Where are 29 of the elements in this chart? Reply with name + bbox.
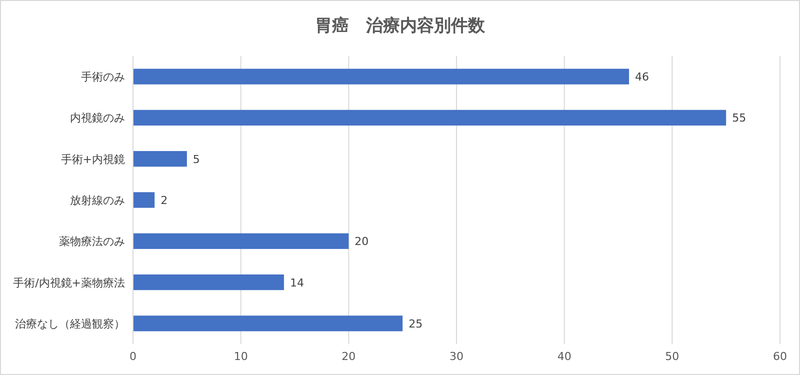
data-label: 2 [160, 194, 168, 207]
bar [133, 316, 403, 332]
x-tick-label: 30 [450, 350, 464, 363]
x-tick-label: 10 [234, 350, 248, 363]
y-tick-label: 放射線のみ [70, 194, 125, 207]
x-tick-label: 0 [130, 350, 136, 363]
y-tick-label: 手術+内視鏡 [60, 152, 125, 166]
x-tick-label: 20 [342, 350, 356, 363]
y-tick-label: 手術/内視鏡+薬物療法 [13, 276, 125, 290]
y-tick-label: 手術のみ [81, 70, 125, 84]
x-tick-label: 50 [665, 350, 680, 363]
bar [133, 274, 284, 290]
data-label: 20 [354, 235, 369, 248]
data-label: 5 [192, 152, 200, 166]
bar [133, 68, 630, 84]
y-tick-label: 治療なし（経過観察） [15, 317, 125, 330]
y-tick-label: 内視鏡のみ [70, 112, 125, 125]
y-tick-label: 薬物療法のみ [59, 235, 125, 248]
data-label: 14 [290, 276, 304, 290]
x-tick-label: 60 [773, 350, 787, 363]
chart-title: 胃癌 治療内容別件数 [315, 16, 486, 36]
bar [133, 151, 187, 167]
data-label: 46 [635, 70, 650, 84]
bar [133, 192, 155, 208]
data-label: 25 [408, 317, 423, 330]
bar [133, 233, 349, 249]
bar [133, 110, 726, 126]
x-tick-label: 40 [557, 350, 572, 363]
data-label: 55 [732, 112, 746, 125]
